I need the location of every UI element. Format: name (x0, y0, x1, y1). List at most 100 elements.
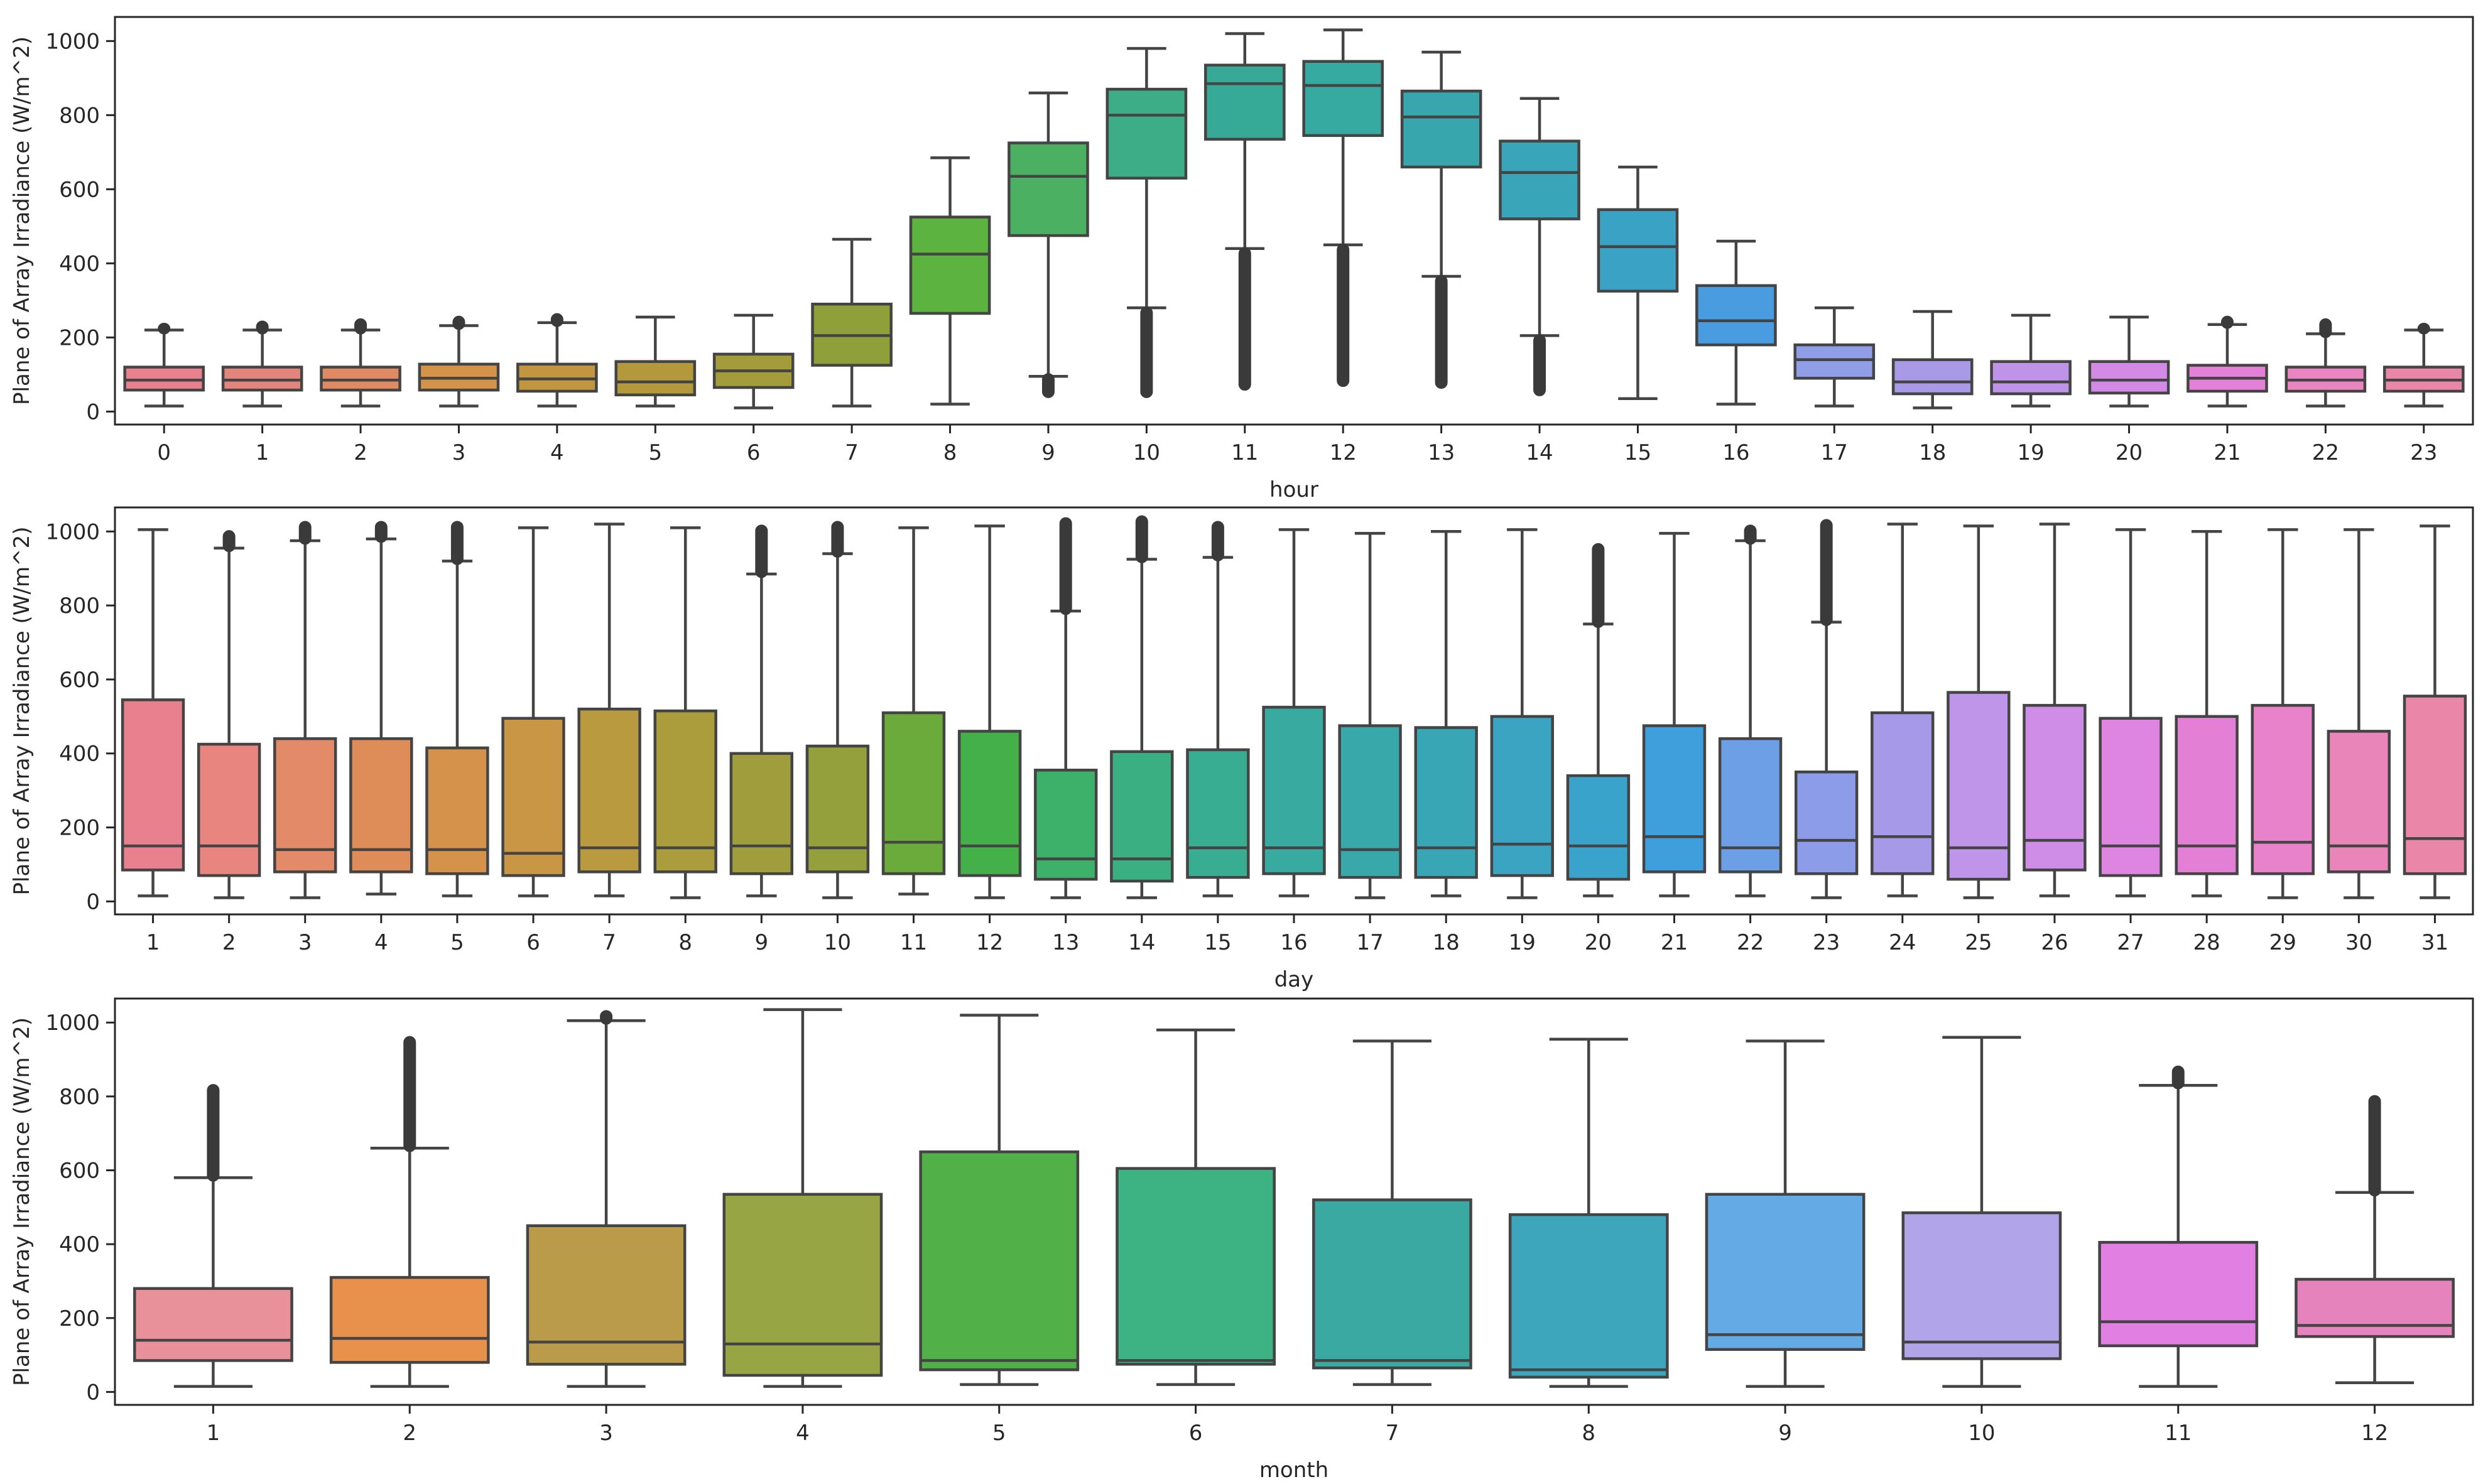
box-day-15 (1186, 521, 1250, 897)
box-iqr (1490, 715, 1554, 877)
chart-panel-month: 0 200 400 600 800 1000 Plane of Array Irradian… (9, 997, 2474, 1483)
outlier-points (2417, 323, 2430, 335)
x-tick-label: 15 (1204, 930, 1231, 955)
x-tick-label: 11 (900, 930, 927, 955)
outlier-points (550, 313, 563, 327)
x-tick-label: 24 (1889, 930, 1916, 955)
box-iqr (1990, 360, 2072, 396)
y-axis-label: Plane of Array Irradiance (W/m^2) (9, 36, 35, 405)
box-iqr (2098, 1240, 2259, 1348)
y-tick-label: 1000 (45, 519, 100, 544)
x-tick-label: 15 (1624, 440, 1651, 465)
x-tick-label: 17 (1821, 440, 1848, 465)
y-tick-label: 200 (59, 1306, 100, 1331)
x-tick-label: 23 (1813, 930, 1840, 955)
outlier-points (158, 323, 171, 335)
x-tick-label: 19 (2017, 440, 2044, 465)
box-iqr (501, 717, 565, 877)
x-tick-label: 5 (450, 930, 464, 955)
box-iqr (1302, 60, 1384, 138)
outlier-points (1435, 274, 1448, 389)
box-iqr (2403, 695, 2467, 875)
x-tick-label: 20 (1585, 930, 1612, 955)
y-tick-label: 600 (59, 177, 100, 202)
y-tick-label: 400 (59, 251, 100, 276)
box-iqr (1186, 748, 1250, 879)
y-axis-label: Plane of Array Irradiance (W/m^2) (9, 527, 35, 896)
box-day-18 (1414, 530, 1478, 897)
box-iqr (1008, 141, 1089, 237)
x-tick-label: 6 (1189, 1421, 1203, 1446)
y-tick-label: 200 (59, 816, 100, 841)
box-day-12 (957, 524, 1022, 899)
plot-frame (114, 506, 2474, 916)
box-month-3 (526, 1010, 687, 1388)
box-day-27 (2099, 528, 2163, 897)
outlier-points (222, 530, 236, 553)
x-tick-label: 16 (1280, 930, 1307, 955)
x-tick-label: 1 (256, 440, 269, 465)
x-tick-label: 13 (1428, 440, 1455, 465)
x-tick-label: 11 (1231, 440, 1258, 465)
outlier-points (256, 320, 269, 335)
x-tick-label: 18 (1433, 930, 1460, 955)
outlier-points (1337, 243, 1350, 387)
box-day-20 (1566, 543, 1631, 897)
box-iqr (919, 1150, 1080, 1372)
outlier-points (1140, 306, 1153, 398)
outlier-points (298, 521, 312, 545)
x-tick-label: 3 (599, 1421, 613, 1446)
x-tick-label: 14 (1128, 930, 1155, 955)
box-day-25 (1947, 524, 2011, 899)
y-tick-label: 0 (86, 1380, 100, 1405)
x-tick-label: 7 (1386, 1421, 1399, 1446)
box-iqr (1947, 691, 2011, 881)
box-iqr (425, 746, 489, 875)
x-tick-label: 0 (157, 440, 171, 465)
box-month-2 (329, 1036, 490, 1388)
box-iqr (1508, 1213, 1669, 1379)
y-tick-label: 1000 (45, 1010, 100, 1036)
x-tick-label: 17 (1356, 930, 1383, 955)
box-hour-12 (1302, 28, 1384, 387)
box-iqr (1262, 705, 1326, 875)
box-day-31 (2403, 524, 2467, 899)
box-day-14 (1110, 515, 1174, 899)
y-tick-label: 400 (59, 1232, 100, 1257)
box-hour-21 (2187, 315, 2268, 408)
box-iqr (2295, 1277, 2455, 1338)
box-hour-8 (909, 156, 991, 406)
box-month-9 (1705, 1039, 1866, 1388)
box-iqr (1695, 284, 1777, 347)
x-tick-label: 13 (1052, 930, 1079, 955)
box-iqr (1891, 358, 1974, 396)
box-iqr (221, 366, 303, 392)
box-iqr (614, 360, 697, 397)
box-hour-13 (1400, 50, 1482, 389)
x-tick-label: 6 (526, 930, 540, 955)
box-month-5 (919, 1014, 1080, 1386)
y-tick-label: 800 (59, 593, 100, 619)
box-iqr (1642, 724, 1707, 874)
box-iqr (1312, 1198, 1472, 1370)
outlier-points (2319, 318, 2332, 339)
box-iqr (1718, 737, 1783, 874)
box-hour-22 (2284, 318, 2367, 408)
box-iqr (1901, 1211, 2062, 1360)
x-tick-label: 21 (2214, 440, 2241, 465)
box-iqr (1793, 343, 1876, 380)
box-day-28 (2175, 530, 2239, 897)
x-tick-label: 12 (2361, 1421, 2388, 1446)
box-iqr (349, 737, 413, 874)
x-tick-label: 8 (1582, 1421, 1595, 1446)
box-day-2 (197, 530, 261, 899)
box-iqr (1794, 770, 1859, 875)
x-tick-label: 9 (755, 930, 769, 955)
x-axis-label: hour (1269, 477, 1318, 502)
box-iqr (1400, 89, 1482, 169)
x-tick-label: 3 (452, 440, 466, 465)
box-iqr (2099, 717, 2163, 877)
box-hour-0 (123, 323, 205, 408)
x-tick-label: 9 (1778, 1421, 1792, 1446)
